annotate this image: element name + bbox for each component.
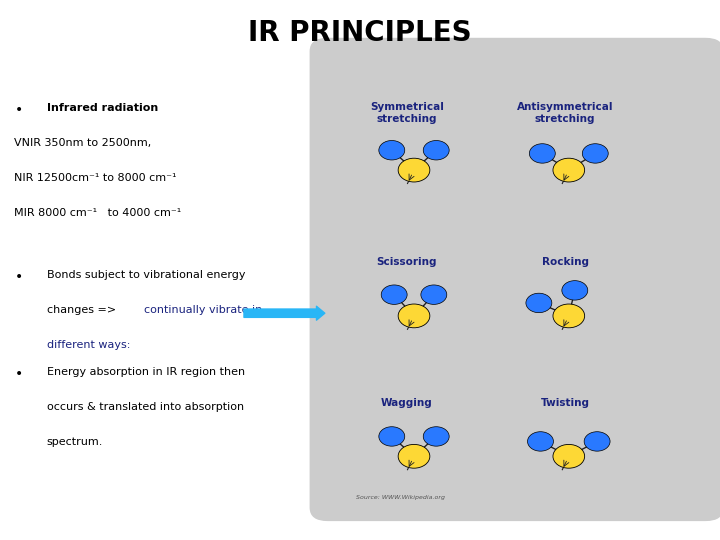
Circle shape (553, 304, 585, 328)
Text: occurs & translated into absorption: occurs & translated into absorption (47, 402, 244, 413)
Text: Scissoring: Scissoring (377, 257, 437, 267)
Text: continually vibrate in: continually vibrate in (144, 305, 262, 315)
Text: Twisting: Twisting (541, 397, 590, 408)
Circle shape (526, 293, 552, 313)
Circle shape (528, 431, 554, 451)
Text: different ways:: different ways: (47, 340, 130, 350)
Circle shape (584, 431, 610, 451)
FancyArrowPatch shape (244, 306, 325, 320)
Circle shape (398, 158, 430, 182)
Text: Energy absorption in IR region then: Energy absorption in IR region then (47, 367, 245, 377)
Text: Antisymmetrical
stretching: Antisymmetrical stretching (517, 102, 613, 124)
Circle shape (379, 140, 405, 160)
Circle shape (381, 285, 407, 305)
Circle shape (553, 444, 585, 468)
Text: Source: WWW.Wikipedia.org: Source: WWW.Wikipedia.org (356, 495, 446, 500)
Text: Symmetrical
stretching: Symmetrical stretching (370, 102, 444, 124)
Text: Rocking: Rocking (541, 257, 589, 267)
Text: •: • (14, 103, 22, 117)
Text: Bonds subject to vibrational energy: Bonds subject to vibrational energy (47, 270, 246, 280)
Circle shape (582, 144, 608, 163)
FancyBboxPatch shape (310, 38, 720, 521)
Circle shape (553, 158, 585, 182)
Text: VNIR 350nm to 2500nm,: VNIR 350nm to 2500nm, (14, 138, 152, 148)
Text: MIR 8000 cm⁻¹   to 4000 cm⁻¹: MIR 8000 cm⁻¹ to 4000 cm⁻¹ (14, 208, 181, 218)
Circle shape (423, 427, 449, 446)
Text: NIR 12500cm⁻¹ to 8000 cm⁻¹: NIR 12500cm⁻¹ to 8000 cm⁻¹ (14, 173, 177, 183)
Text: •: • (14, 270, 22, 284)
Text: changes =>: changes => (47, 305, 120, 315)
Circle shape (398, 304, 430, 328)
Circle shape (423, 140, 449, 160)
Circle shape (421, 285, 447, 305)
Circle shape (529, 144, 555, 163)
Text: spectrum.: spectrum. (47, 437, 103, 448)
Text: IR PRINCIPLES: IR PRINCIPLES (248, 19, 472, 47)
Text: Infrared radiation: Infrared radiation (47, 103, 158, 113)
Circle shape (398, 444, 430, 468)
Circle shape (562, 281, 588, 300)
Circle shape (379, 427, 405, 446)
Text: Wagging: Wagging (381, 397, 433, 408)
Text: •: • (14, 367, 22, 381)
